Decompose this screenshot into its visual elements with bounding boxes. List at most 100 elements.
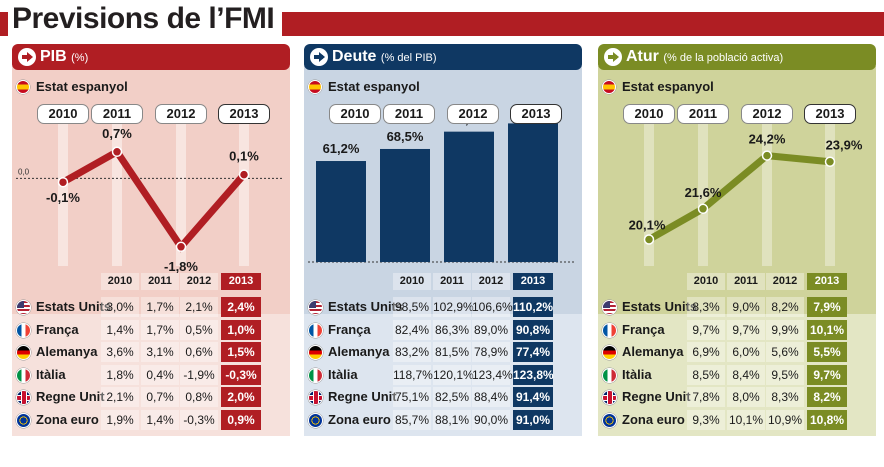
table-cell-2011: 0,4% [141, 364, 179, 385]
table-cell-2012: 78,9% [472, 342, 510, 362]
spain-flag-icon [602, 80, 616, 94]
pib-series-label: Estat espanyol [36, 79, 128, 94]
table-header-2013: 2013 [513, 273, 553, 290]
spain-flag-icon [308, 80, 322, 94]
bar [380, 148, 430, 262]
year-label-2011: 2011 [91, 104, 143, 124]
year-label-2012: 2012 [741, 104, 793, 124]
table-header-2010: 2010 [687, 273, 725, 290]
table-cell-2010: 118,7% [393, 364, 433, 385]
year-label-2010: 2010 [37, 104, 89, 124]
arrow-right-icon [18, 48, 36, 66]
country-name: França [622, 321, 665, 337]
table-cell-2013: -0,3% [221, 364, 261, 385]
table-cell-2011: 8,4% [727, 364, 765, 385]
year-label-2013: 2013 [804, 104, 856, 124]
france-flag-icon [602, 322, 617, 338]
year-label-2013: 2013 [510, 104, 562, 124]
table-cell-2011: 9,0% [727, 297, 765, 317]
table-cell-2011: 6,0% [727, 342, 765, 362]
year-guide [112, 116, 122, 266]
table-cell-2013: 123,8% [513, 364, 554, 385]
table-cell-2013: 10,1% [807, 319, 847, 340]
table-cell-2012: 10,9% [766, 409, 804, 430]
table-cell-2010: 98,5% [393, 297, 431, 317]
country-name: Estats Units [328, 299, 404, 314]
country-name: Estats Units [36, 299, 112, 314]
data-point [643, 234, 655, 245]
table-cell-2010: 8,3% [687, 297, 725, 317]
table-cell-2012: 0,6% [180, 342, 218, 362]
france-flag-icon [308, 322, 323, 338]
table-row: Alemanya 3,6% 3,1% 0,6% 1,5% [12, 341, 290, 363]
table-cell-2010: 9,3% [687, 409, 725, 430]
italy-flag-icon [16, 367, 31, 383]
table-cell-2012: 9,5% [766, 364, 804, 385]
eu-flag-icon [308, 412, 323, 428]
year-label-2012: 2012 [155, 104, 207, 124]
table-row: Regne Unit 7,8% 8,0% 8,3% 8,2% [598, 386, 876, 408]
uk-flag-icon [16, 390, 31, 405]
title-bar: Previsions de l’FMI [0, 0, 884, 38]
table-cell-2010: 1,8% [101, 364, 139, 385]
data-point [761, 150, 773, 161]
table-header-2012: 2012 [180, 273, 218, 290]
data-label: 0,7% [102, 126, 132, 141]
table-cell-2011: 3,1% [141, 342, 179, 362]
italy-flag-icon [602, 367, 617, 383]
deute-series-label: Estat espanyol [328, 79, 420, 94]
pib-header: PIB (%) [12, 44, 290, 70]
table-cell-2012: 5,6% [766, 342, 804, 362]
table-cell-2010: 6,9% [687, 342, 725, 362]
table-cell-2010: 1,9% [101, 409, 139, 430]
table-cell-2010: 8,5% [687, 364, 725, 385]
data-point [697, 203, 709, 215]
table-cell-2010: 3,0% [101, 297, 139, 317]
year-label-2010: 2010 [623, 104, 675, 124]
table-cell-2010: 83,2% [393, 342, 431, 362]
table-header-2013: 2013 [807, 273, 847, 290]
data-label: 20,1% [629, 217, 666, 232]
deute-chart: 61,2%68,5%79,0%84,0% [308, 103, 576, 263]
table-cell-2011: 1,4% [141, 409, 179, 430]
data-label: 23,9% [826, 138, 863, 153]
table-cell-2012: 89,0% [472, 319, 510, 340]
italy-flag-icon [308, 367, 323, 383]
country-name: França [328, 321, 371, 337]
table-cell-2011: 88,1% [433, 409, 471, 430]
bar [508, 123, 558, 263]
atur-series-label: Estat espanyol [622, 79, 714, 94]
year-guide [698, 116, 708, 266]
table-cell-2013: 1,5% [221, 342, 261, 362]
year-guide [239, 116, 249, 266]
country-name: Itàlia [622, 366, 652, 382]
atur-header: Atur (% de la població activa) [598, 44, 876, 70]
table-row: França 82,4% 86,3% 89,0% 90,8% [304, 319, 582, 341]
table-header-2010: 2010 [393, 273, 431, 290]
table-cell-2013: 77,4% [513, 342, 553, 362]
atur-chart: 20,1% 21,6% 24,2% 23,9% [629, 116, 863, 266]
country-name: Alemanya [328, 344, 390, 359]
table-row: Alemanya 6,9% 6,0% 5,6% 5,5% [598, 341, 876, 363]
table-header-2013: 2013 [221, 273, 261, 290]
table-cell-2011: 9,7% [727, 319, 765, 340]
table-cell-2011: 102,9% [433, 297, 474, 317]
bar [316, 161, 366, 262]
data-point [238, 169, 250, 180]
table-row: Estats Units 98,5% 102,9% 106,6% 110,2% [304, 296, 582, 318]
table-cell-2013: 90,8% [513, 319, 553, 340]
table-row: Itàlia 1,8% 0,4% -1,9% -0,3% [12, 364, 290, 386]
table-cell-2012: 9,9% [766, 319, 804, 340]
year-label-2013: 2013 [218, 104, 270, 124]
country-name: Zona euro [622, 411, 685, 427]
table-cell-2011: 81,5% [433, 342, 471, 362]
table-cell-2011: 1,7% [141, 319, 179, 340]
table-cell-2013: 2,0% [221, 387, 261, 407]
year-guide [762, 116, 772, 266]
france-flag-icon [16, 322, 31, 338]
germany-flag-icon [308, 345, 323, 360]
table-row: Regne Unit 2,1% 0,7% 0,8% 2,0% [12, 386, 290, 408]
table-cell-2010: 82,4% [393, 319, 431, 340]
table-cell-2013: 1,0% [221, 319, 261, 340]
data-point [824, 156, 836, 167]
